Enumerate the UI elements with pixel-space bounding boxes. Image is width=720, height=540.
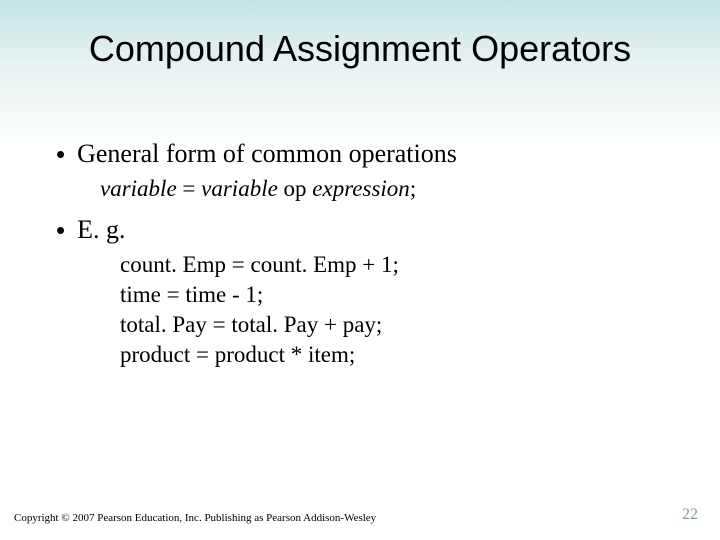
bullet-marker: • xyxy=(56,214,65,246)
bullet-item: • General form of common operations xyxy=(56,138,720,170)
code-line: product = product * item; xyxy=(56,340,720,370)
code-line: count. Emp = count. Emp + 1; xyxy=(56,250,720,280)
bullet-text: E. g. xyxy=(77,214,125,246)
bullet-text: General form of common operations xyxy=(77,138,457,170)
code-line: time = time - 1; xyxy=(56,280,720,310)
bullet-marker: • xyxy=(56,138,65,170)
bullet-item: • E. g. xyxy=(56,214,720,246)
bullet-subline: variable = variable op expression; xyxy=(56,174,720,204)
page-number: 22 xyxy=(682,506,698,524)
slide-title: Compound Assignment Operators xyxy=(0,0,720,78)
slide-content: • General form of common operations vari… xyxy=(0,78,720,370)
copyright-footer: Copyright © 2007 Pearson Education, Inc.… xyxy=(14,512,376,524)
code-line: total. Pay = total. Pay + pay; xyxy=(56,310,720,340)
